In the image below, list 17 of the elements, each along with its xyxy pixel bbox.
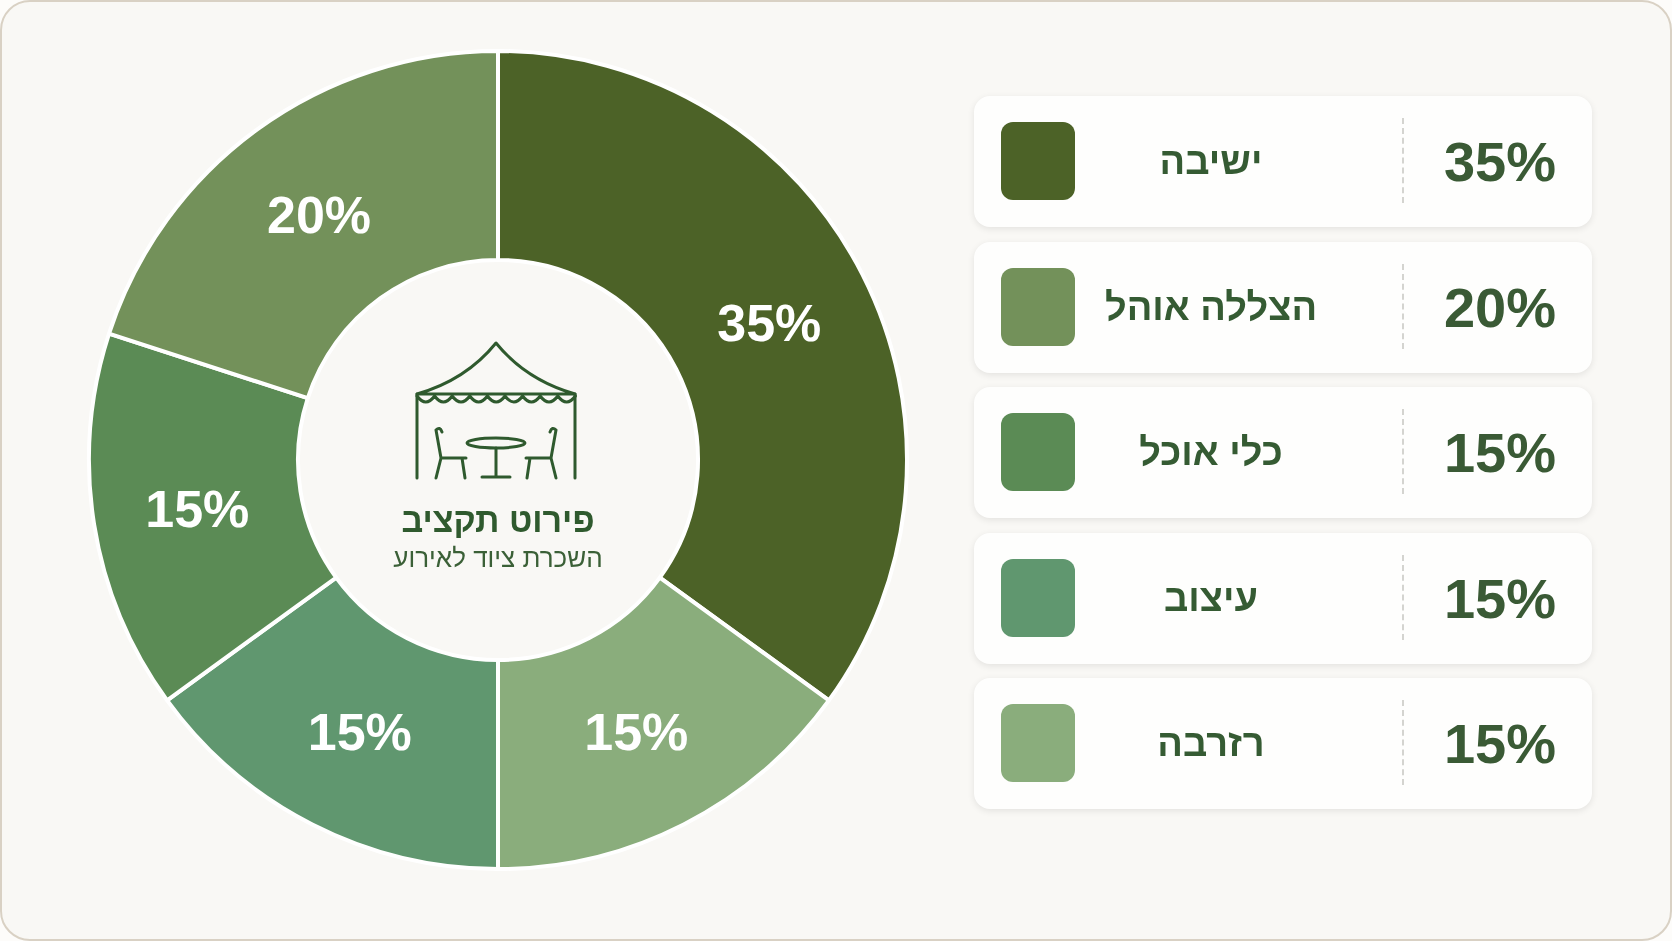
legend-label: ישיבה — [1158, 139, 1264, 184]
text: פירוט תקציב — [400, 500, 596, 540]
text: 35% — [1443, 130, 1557, 193]
data-label: 35% — [717, 293, 822, 352]
legend-label: הצללה אוהל — [1103, 284, 1319, 330]
text: 20% — [1443, 275, 1557, 339]
text: השכרת ציוד לאירוע — [392, 543, 604, 573]
data-label: 20% — [266, 185, 372, 244]
data-label: 15% — [307, 703, 412, 762]
text: 15% — [1443, 712, 1557, 776]
legend-label: רזרבה — [1156, 721, 1266, 767]
text: 15% — [1443, 566, 1557, 630]
legend-label: כלי אוכל — [1138, 430, 1284, 476]
legend-label: עיצוב — [1163, 575, 1259, 621]
data-label: 15% — [145, 479, 250, 538]
text: 15% — [1443, 421, 1557, 485]
data-label: 15% — [584, 703, 689, 762]
